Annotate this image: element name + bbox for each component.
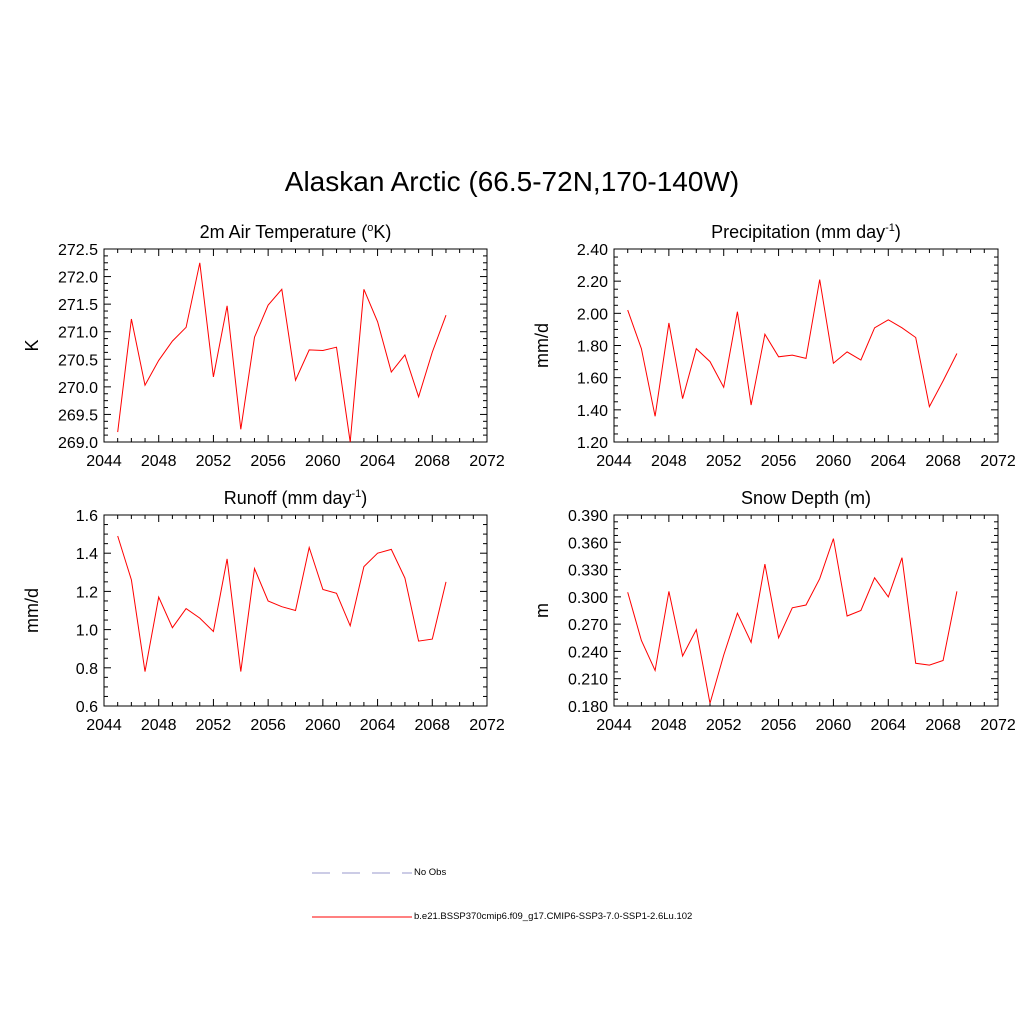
chart-panel-1: 2m Air Temperature (oK) K 2044 2048 2052 2056… xyxy=(22,222,505,470)
x-tick-label: 2044 xyxy=(596,717,632,734)
x-tick-label: 2060 xyxy=(816,453,852,470)
chart-panel-2: Precipitation (mm day-1) mm/d 2044 2048 2052… xyxy=(532,222,1016,470)
x-tick-label: 2064 xyxy=(870,453,906,470)
y-axis-label: m xyxy=(532,603,552,618)
series-line xyxy=(117,535,447,672)
plot-frame xyxy=(613,514,999,707)
panel-title: Snow Depth (m) xyxy=(741,488,871,508)
x-tick-label: 2056 xyxy=(250,717,286,734)
x-tick-label: 2056 xyxy=(761,453,797,470)
plot-frame xyxy=(613,248,999,443)
series-line xyxy=(117,262,447,443)
y-tick-label: 269.5 xyxy=(58,407,98,424)
x-tick-label: 2068 xyxy=(925,717,961,734)
x-tick-label: 2068 xyxy=(414,717,450,734)
y-tick-label: 1.4 xyxy=(76,546,98,563)
y-tick-label: 2.20 xyxy=(577,274,608,291)
x-tick-label: 2048 xyxy=(141,717,177,734)
y-tick-label: 1.20 xyxy=(577,435,608,452)
y-tick-label: 271.5 xyxy=(58,297,98,314)
x-tick-label: 2072 xyxy=(980,453,1016,470)
y-tick-label: 1.6 xyxy=(76,508,98,525)
chart-panel-4: Snow Depth (m) m 2044 2048 2052 2056 2060 2064 2… xyxy=(532,488,1016,734)
y-tick-label: 271.0 xyxy=(58,325,98,342)
x-tick-label: 2056 xyxy=(761,717,797,734)
y-tick-label: 0.360 xyxy=(568,535,608,552)
x-tick-label: 2048 xyxy=(651,453,687,470)
panel-title: Runoff (mm day-1) xyxy=(224,488,368,508)
chart-panel-3: Runoff (mm day-1) mm/d 2044 2048 2052 2056 206… xyxy=(22,488,505,734)
x-tick-label: 2064 xyxy=(360,453,396,470)
y-tick-label: 0.330 xyxy=(568,563,608,580)
x-tick-label: 2072 xyxy=(980,717,1016,734)
y-axis-label: K xyxy=(22,339,42,351)
y-tick-label: 270.0 xyxy=(58,380,98,397)
y-tick-label: 0.8 xyxy=(76,661,98,678)
x-tick-label: 2056 xyxy=(250,453,286,470)
y-tick-label: 0.210 xyxy=(568,672,608,689)
figure-title: Alaskan Arctic (66.5-72N,170-140W) xyxy=(284,166,740,197)
x-tick-label: 2052 xyxy=(196,453,232,470)
y-axis-label: mm/d xyxy=(22,588,42,633)
plot-frame xyxy=(103,248,488,443)
x-tick-label: 2060 xyxy=(816,717,852,734)
series-line xyxy=(627,538,958,704)
x-tick-label: 2072 xyxy=(469,453,505,470)
y-axis-label: mm/d xyxy=(532,323,552,368)
x-tick-label: 2064 xyxy=(870,717,906,734)
x-tick-label: 2052 xyxy=(706,453,742,470)
x-tick-label: 2048 xyxy=(141,453,177,470)
x-tick-label: 2064 xyxy=(360,717,396,734)
y-tick-label: 1.60 xyxy=(577,371,608,388)
x-tick-label: 2072 xyxy=(469,717,505,734)
y-tick-label: 270.5 xyxy=(58,352,98,369)
series-line xyxy=(627,279,958,417)
y-tick-label: 1.2 xyxy=(76,584,98,601)
y-tick-label: 272.5 xyxy=(58,242,98,259)
x-tick-label: 2068 xyxy=(414,453,450,470)
y-tick-label: 0.300 xyxy=(568,590,608,607)
x-tick-label: 2044 xyxy=(86,453,122,470)
y-tick-label: 0.6 xyxy=(76,699,98,716)
x-tick-label: 2060 xyxy=(305,717,341,734)
x-tick-label: 2060 xyxy=(305,453,341,470)
y-tick-label: 0.240 xyxy=(568,644,608,661)
x-tick-label: 2052 xyxy=(706,717,742,734)
y-tick-label: 0.180 xyxy=(568,699,608,716)
x-tick-label: 2052 xyxy=(196,717,232,734)
y-tick-label: 0.390 xyxy=(568,508,608,525)
panel-title: 2m Air Temperature (oK) xyxy=(200,222,392,242)
y-tick-label: 0.270 xyxy=(568,617,608,634)
y-tick-label: 2.00 xyxy=(577,306,608,323)
y-tick-label: 2.40 xyxy=(577,242,608,259)
legend-model-label: b.e21.BSSP370cmip6.f09_g17.CMIP6-SSP3-7.… xyxy=(414,911,693,922)
x-tick-label: 2068 xyxy=(925,453,961,470)
y-tick-label: 1.40 xyxy=(577,403,608,420)
x-tick-label: 2044 xyxy=(596,453,632,470)
legend-obs-label: No Obs xyxy=(414,867,447,878)
plot-frame xyxy=(103,514,488,707)
panel-title: Precipitation (mm day-1) xyxy=(711,222,901,242)
y-tick-label: 1.0 xyxy=(76,623,98,640)
x-tick-label: 2044 xyxy=(86,717,122,734)
y-tick-label: 269.0 xyxy=(58,435,98,452)
x-tick-label: 2048 xyxy=(651,717,687,734)
y-tick-label: 272.0 xyxy=(58,270,98,287)
y-tick-label: 1.80 xyxy=(577,339,608,356)
